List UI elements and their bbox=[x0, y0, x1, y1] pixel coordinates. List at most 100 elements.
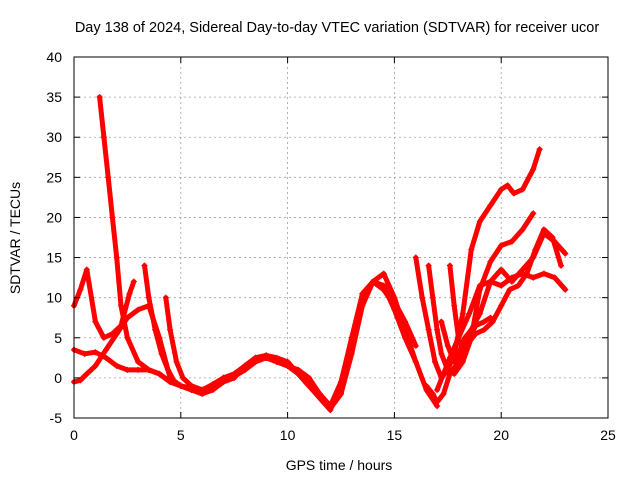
data-point bbox=[440, 390, 447, 397]
x-tick-label: 0 bbox=[70, 427, 78, 443]
data-point bbox=[506, 286, 513, 293]
data-point bbox=[519, 186, 526, 193]
data-point bbox=[177, 382, 184, 389]
data-point bbox=[468, 246, 475, 253]
data-point bbox=[523, 270, 530, 277]
y-tick-label: 30 bbox=[46, 129, 62, 145]
data-point bbox=[532, 246, 539, 253]
data-point bbox=[130, 278, 137, 285]
data-point bbox=[519, 266, 526, 273]
data-point bbox=[380, 270, 387, 277]
data-point bbox=[171, 378, 178, 385]
data-point bbox=[124, 334, 131, 341]
data-point bbox=[81, 350, 88, 357]
x-tick-label: 20 bbox=[493, 427, 509, 443]
series-line bbox=[423, 315, 493, 405]
data-point bbox=[284, 362, 291, 369]
data-point bbox=[273, 358, 280, 365]
data-point bbox=[412, 358, 419, 365]
data-point bbox=[498, 186, 505, 193]
data-point bbox=[162, 294, 169, 301]
data-point bbox=[476, 310, 483, 317]
data-point bbox=[100, 334, 107, 341]
data-point bbox=[464, 338, 471, 345]
data-point bbox=[515, 282, 522, 289]
data-point bbox=[77, 377, 84, 384]
data-point bbox=[530, 274, 537, 281]
data-point bbox=[508, 278, 515, 285]
data-point bbox=[487, 258, 494, 265]
data-point bbox=[109, 330, 116, 337]
data-point bbox=[519, 226, 526, 233]
data-point bbox=[380, 286, 387, 293]
data-point bbox=[199, 386, 206, 393]
data-point bbox=[476, 218, 483, 225]
data-point bbox=[188, 382, 195, 389]
y-tick-label: 5 bbox=[54, 330, 62, 346]
data-point bbox=[164, 366, 171, 373]
data-point bbox=[96, 94, 103, 101]
data-point bbox=[425, 262, 432, 269]
series-sat-e bbox=[162, 294, 334, 412]
data-point bbox=[100, 134, 107, 141]
data-point bbox=[109, 214, 116, 221]
data-point bbox=[412, 342, 419, 349]
data-point bbox=[348, 334, 355, 341]
data-point bbox=[562, 286, 569, 293]
data-point bbox=[455, 334, 462, 341]
series-line bbox=[447, 227, 564, 353]
data-point bbox=[444, 342, 451, 349]
data-point bbox=[117, 322, 124, 329]
data-point bbox=[327, 405, 334, 412]
data-point bbox=[489, 318, 496, 325]
data-point bbox=[391, 298, 398, 305]
data-point bbox=[504, 182, 511, 189]
data-point bbox=[145, 366, 152, 373]
data-point bbox=[434, 326, 441, 333]
data-point bbox=[402, 334, 409, 341]
series-line bbox=[163, 295, 333, 411]
data-point bbox=[103, 346, 110, 353]
data-point bbox=[429, 390, 436, 397]
data-point bbox=[431, 358, 438, 365]
data-point bbox=[451, 302, 458, 309]
data-point bbox=[135, 358, 142, 365]
data-point bbox=[498, 242, 505, 249]
data-point bbox=[113, 362, 120, 369]
data-point bbox=[508, 238, 515, 245]
data-series bbox=[71, 94, 569, 413]
series-sat-l bbox=[423, 314, 494, 405]
data-point bbox=[179, 374, 186, 381]
data-point bbox=[540, 270, 547, 277]
data-point bbox=[498, 282, 505, 289]
data-point bbox=[124, 366, 131, 373]
data-point bbox=[402, 318, 409, 325]
data-point bbox=[536, 146, 543, 153]
data-point bbox=[549, 234, 556, 241]
data-point bbox=[446, 262, 453, 269]
x-tick-label: 5 bbox=[177, 427, 185, 443]
data-point bbox=[113, 254, 120, 261]
data-point bbox=[231, 372, 238, 379]
y-tick-label: 40 bbox=[46, 49, 62, 65]
data-point bbox=[429, 294, 436, 301]
data-point bbox=[425, 326, 432, 333]
data-point bbox=[305, 378, 312, 385]
series-line bbox=[426, 210, 536, 377]
series-sat-g bbox=[412, 146, 543, 381]
data-point bbox=[530, 210, 537, 217]
data-point bbox=[92, 349, 99, 356]
data-point bbox=[145, 294, 152, 301]
data-point bbox=[295, 370, 302, 377]
data-point bbox=[562, 250, 569, 257]
data-point bbox=[126, 290, 133, 297]
data-point bbox=[359, 294, 366, 301]
data-point bbox=[220, 377, 227, 384]
data-point bbox=[440, 370, 447, 377]
data-point bbox=[540, 226, 547, 233]
data-point bbox=[466, 310, 473, 317]
y-tick-label: 10 bbox=[46, 290, 62, 306]
data-point bbox=[438, 318, 445, 325]
data-point bbox=[487, 278, 494, 285]
